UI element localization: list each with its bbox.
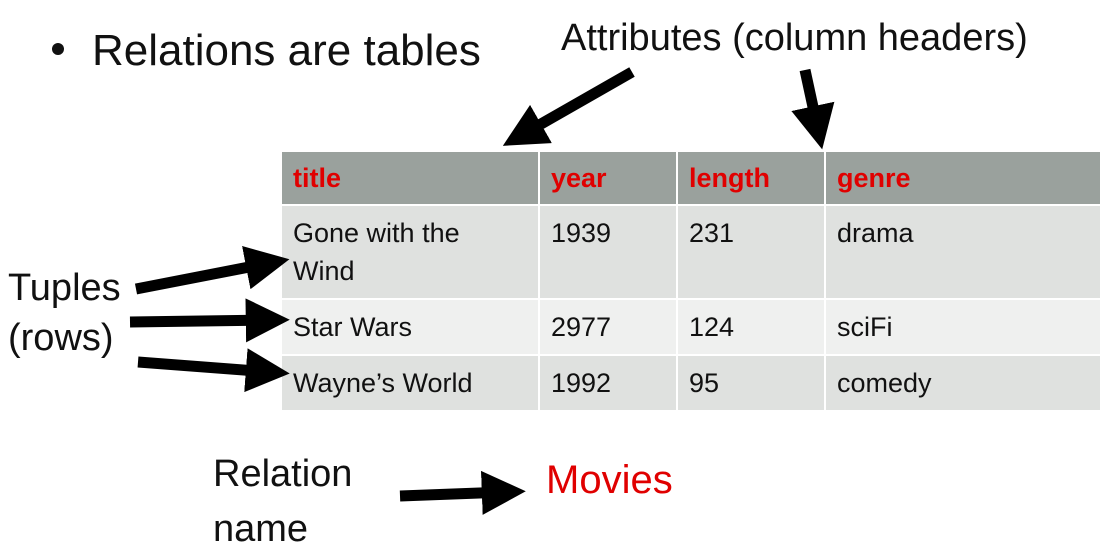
tuples-label-line1: Tuples	[8, 267, 121, 309]
table-row: Star Wars 2977 124 sciFi	[282, 299, 1102, 356]
bullet-icon	[52, 43, 64, 56]
cell-genre: comedy	[825, 355, 1102, 412]
arrow-tuples-to-row1-icon	[134, 246, 290, 295]
cell-length: 124	[677, 299, 826, 356]
cell-length: 231	[677, 205, 826, 300]
tuples-label-line2: (rows)	[8, 317, 114, 359]
bullet-text: Relations are tables	[92, 26, 481, 75]
arrow-tuples-to-row3-icon	[137, 348, 290, 393]
arrow-attributes-to-title-icon	[502, 67, 635, 146]
column-header-genre: genre	[825, 152, 1102, 206]
column-header-year: year	[539, 152, 678, 206]
bullet-point: Relations are tables	[52, 24, 481, 78]
relation-name-label: Relation name	[213, 447, 352, 557]
header-row: title year length genre	[282, 152, 1102, 206]
relation-table: title year length genre Gone with the Wi…	[282, 152, 1102, 412]
column-header-title: title	[282, 152, 540, 206]
cell-genre: drama	[825, 205, 1102, 300]
relation-label-line2: name	[213, 508, 309, 550]
cell-year: 1992	[539, 355, 678, 412]
arrow-tuples-to-row2-icon	[129, 298, 290, 343]
arrow-relation-name-icon	[399, 470, 526, 515]
cell-title: Gone with the Wind	[282, 205, 540, 300]
cell-title: Wayne’s World	[282, 355, 540, 412]
table-row: Gone with the Wind 1939 231 drama	[282, 205, 1102, 300]
cell-year: 1939	[539, 205, 678, 300]
cell-genre: sciFi	[825, 299, 1102, 356]
attributes-label: Attributes (column headers)	[561, 17, 1028, 59]
relation-name-value: Movies	[546, 458, 673, 502]
tuples-label: Tuples (rows)	[8, 263, 121, 363]
relation-label-line1: Relation	[213, 453, 353, 495]
cell-year: 2977	[539, 299, 678, 356]
arrow-attributes-to-genre-icon	[791, 68, 835, 150]
cell-length: 95	[677, 355, 826, 412]
cell-title: Star Wars	[282, 299, 540, 356]
column-header-length: length	[677, 152, 826, 206]
table-row: Wayne’s World 1992 95 comedy	[282, 355, 1102, 412]
